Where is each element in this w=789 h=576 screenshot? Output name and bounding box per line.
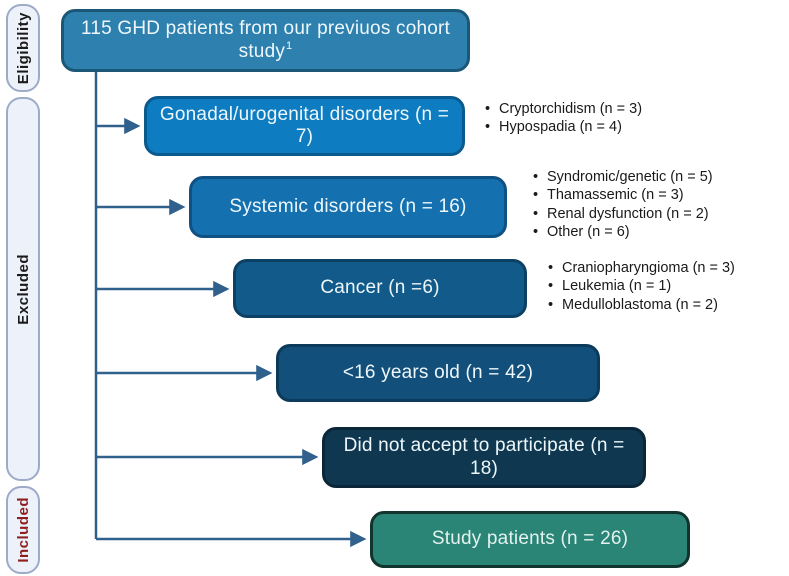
stage-pill-included: Included bbox=[6, 486, 40, 574]
stage-pill-eligibility: Eligibility bbox=[6, 4, 40, 92]
stage-pill-excluded: Excluded bbox=[6, 97, 40, 481]
box-noaccept-label: Did not accept to participate (n = 18) bbox=[343, 435, 625, 479]
box-under-16-years: <16 years old (n = 42) bbox=[276, 344, 600, 402]
detail-item: Cryptorchidism (n = 3) bbox=[483, 100, 642, 119]
box-source-cohort: 115 GHD patients from our previuos cohor… bbox=[61, 9, 470, 72]
detail-item: Renal dysfunction (n = 2) bbox=[531, 205, 713, 224]
detail-item: Hypospadia (n = 4) bbox=[483, 118, 642, 137]
box-systemic-label: Systemic disorders (n = 16) bbox=[229, 195, 467, 217]
detail-item: Thamassemic (n = 3) bbox=[531, 186, 713, 205]
detail-item: Medulloblastoma (n = 2) bbox=[546, 296, 735, 315]
stage-label-included: Included bbox=[14, 497, 32, 563]
footnote-marker: 1 bbox=[286, 40, 293, 53]
detail-item: Other (n = 6) bbox=[531, 223, 713, 242]
box-study-patients: Study patients (n = 26) bbox=[370, 511, 690, 568]
box-under16-label: <16 years old (n = 42) bbox=[342, 361, 534, 383]
box-systemic-disorders: Systemic disorders (n = 16) bbox=[189, 176, 507, 238]
box-gonadal-disorders: Gonadal/urogenital disorders (n = 7) bbox=[144, 96, 465, 156]
box-cancer-label: Cancer (n =6) bbox=[320, 277, 440, 299]
box-did-not-accept: Did not accept to participate (n = 18) bbox=[322, 427, 646, 488]
detail-item: Syndromic/genetic (n = 5) bbox=[531, 168, 713, 187]
detail-list-cancer: Craniopharyngioma (n = 3) Leukemia (n = … bbox=[546, 259, 735, 315]
box-cancer: Cancer (n =6) bbox=[233, 259, 527, 318]
stage-label-excluded: Excluded bbox=[14, 253, 32, 325]
box-study-label: Study patients (n = 26) bbox=[431, 528, 629, 550]
detail-item: Craniopharyngioma (n = 3) bbox=[546, 259, 735, 278]
detail-list-gonadal: Cryptorchidism (n = 3) Hypospadia (n = 4… bbox=[483, 100, 642, 137]
detail-list-systemic: Syndromic/genetic (n = 5) Thamassemic (n… bbox=[531, 168, 713, 242]
box-gonadal-label: Gonadal/urogenital disorders (n = 7) bbox=[159, 103, 450, 147]
detail-item: Leukemia (n = 1) bbox=[546, 277, 735, 296]
box-source-label: 115 GHD patients from our previuos cohor… bbox=[80, 18, 450, 62]
stage-label-eligibility: Eligibility bbox=[14, 11, 32, 85]
